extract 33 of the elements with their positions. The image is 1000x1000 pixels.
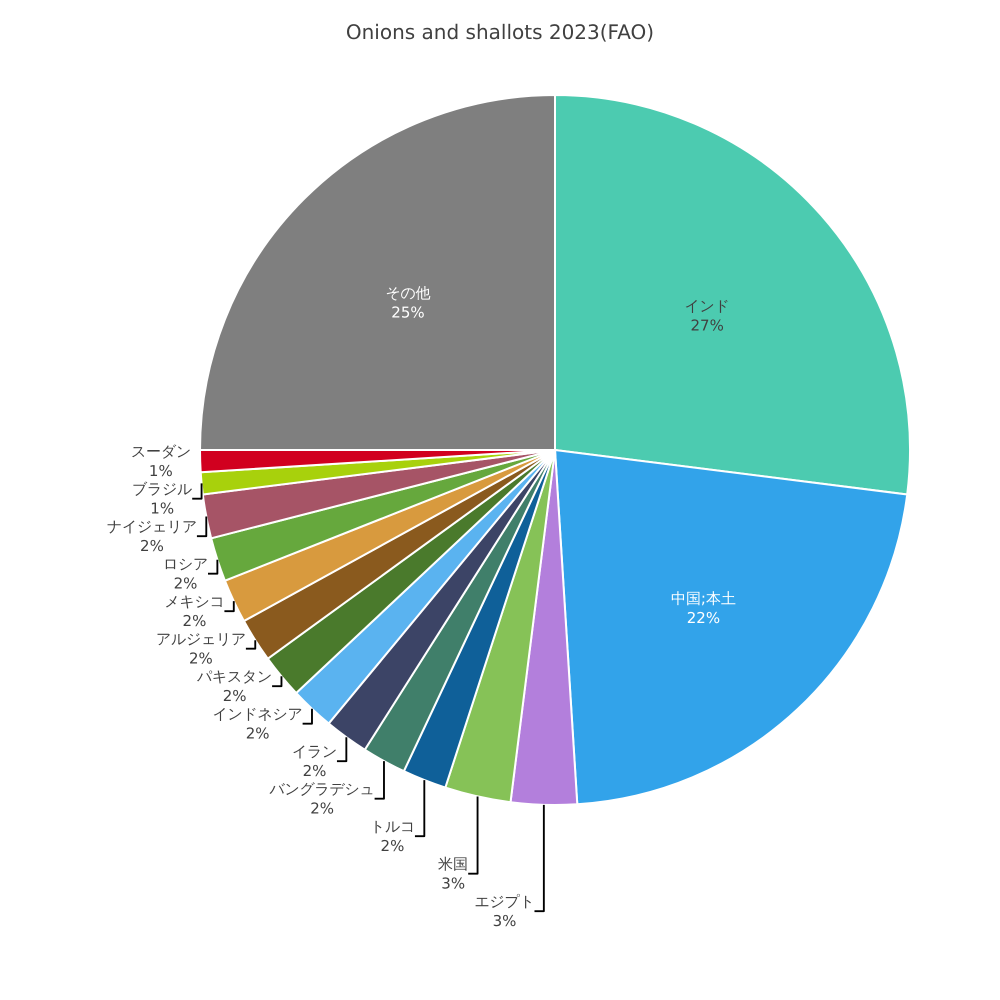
slice-label: イラン <box>292 742 337 760</box>
slice-label: その他 <box>385 284 430 302</box>
data-label: 3% <box>492 912 516 930</box>
slice-label: メキシコ <box>164 592 224 610</box>
slice-label: トルコ <box>370 817 415 836</box>
data-label: 2% <box>380 836 404 855</box>
slice-label: パキスタン <box>196 667 272 686</box>
slice-label: スーダン <box>130 442 191 460</box>
data-label: 2% <box>188 649 213 668</box>
data-label: 1% <box>150 499 174 518</box>
slice-label: バングラデシュ <box>268 780 375 798</box>
data-label: 2% <box>182 612 206 630</box>
data-label: 2% <box>174 574 198 592</box>
slice-label: ナイジェリア <box>106 517 197 536</box>
data-label: 27% <box>690 316 724 335</box>
slice-label: 中国;本土 <box>670 589 736 608</box>
data-label: 2% <box>140 536 164 555</box>
slice-label: ブラジル <box>132 480 192 498</box>
slice-label: ロシア <box>163 554 208 573</box>
data-label: 2% <box>302 762 326 780</box>
data-label: 2% <box>222 686 246 705</box>
slice-label: インドネシア <box>212 704 303 723</box>
data-label: 1% <box>148 462 173 480</box>
slice-label: インド <box>684 297 730 316</box>
slice-label: エジプト <box>474 892 534 910</box>
chart-title: Onions and shallots 2023(FAO) <box>346 20 654 44</box>
data-label: 22% <box>686 608 720 627</box>
data-label: 3% <box>441 874 466 892</box>
slice-label: アルジェリア <box>156 630 246 648</box>
data-label: 2% <box>246 724 270 742</box>
data-label: 25% <box>391 304 425 322</box>
slice-label: 米国 <box>438 854 468 873</box>
data-label: 2% <box>310 799 334 818</box>
